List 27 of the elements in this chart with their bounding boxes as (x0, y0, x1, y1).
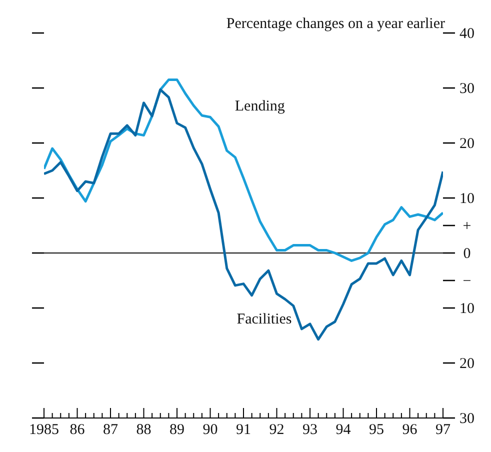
y-tick-label: 30 (460, 411, 474, 427)
y-tick-label: + (462, 218, 472, 234)
y-tick-label: 40 (460, 26, 474, 42)
y-tick-label: 30 (460, 81, 474, 97)
x-tick-label: 93 (302, 422, 318, 438)
x-tick-label: 1985 (29, 422, 59, 438)
y-tick-label: 0 (463, 246, 471, 262)
y-tick-label: − (462, 274, 472, 290)
y-tick-label: 10 (460, 301, 474, 317)
x-tick-label: 86 (70, 422, 86, 438)
y-tick-label: 10 (460, 191, 474, 207)
x-tick-label: 91 (236, 422, 251, 438)
y-tick-label: 20 (460, 356, 474, 372)
y-axis-title: Percentage changes on a year earlier (226, 16, 445, 33)
series-label: Lending (234, 98, 286, 115)
x-tick-label: 96 (402, 422, 418, 438)
x-tick-label: 94 (336, 422, 352, 438)
line-series (44, 88, 443, 341)
x-tick-label: 87 (103, 422, 118, 438)
series-label: Facilities (236, 312, 292, 328)
x-tick-label: 95 (369, 422, 384, 438)
x-tick-label: 88 (136, 422, 152, 438)
x-tick-label: 92 (269, 422, 284, 438)
y-tick-label: 20 (460, 136, 474, 152)
x-tick-label: 97 (436, 422, 451, 438)
x-tick-label: 89 (170, 422, 184, 438)
x-tick-label: 90 (202, 422, 218, 438)
